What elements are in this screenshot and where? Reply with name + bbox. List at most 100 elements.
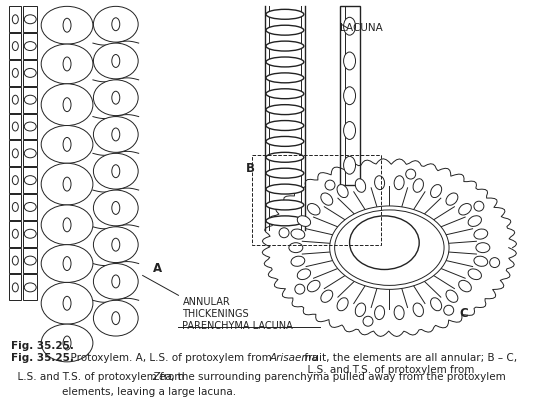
Ellipse shape <box>266 9 304 19</box>
Ellipse shape <box>41 205 93 245</box>
Ellipse shape <box>394 176 404 190</box>
Ellipse shape <box>344 52 356 70</box>
Ellipse shape <box>112 312 120 325</box>
Ellipse shape <box>63 18 71 32</box>
Ellipse shape <box>266 136 304 146</box>
Ellipse shape <box>431 185 442 198</box>
Ellipse shape <box>41 44 93 84</box>
Text: elements, leaving a large lacuna.: elements, leaving a large lacuna. <box>62 387 236 397</box>
Ellipse shape <box>446 193 458 205</box>
Ellipse shape <box>25 122 36 131</box>
Circle shape <box>474 201 484 211</box>
Ellipse shape <box>344 87 356 105</box>
Ellipse shape <box>266 25 304 35</box>
Ellipse shape <box>413 303 423 316</box>
Bar <box>10 275 21 300</box>
Ellipse shape <box>474 256 488 266</box>
Ellipse shape <box>476 243 490 253</box>
Ellipse shape <box>25 15 36 24</box>
Bar <box>23 87 37 113</box>
Ellipse shape <box>12 176 18 185</box>
Ellipse shape <box>459 203 471 215</box>
Ellipse shape <box>12 283 18 292</box>
Bar <box>10 248 21 273</box>
Ellipse shape <box>446 290 458 302</box>
Ellipse shape <box>468 216 481 226</box>
Ellipse shape <box>112 201 120 214</box>
Ellipse shape <box>468 269 481 280</box>
Ellipse shape <box>344 17 356 35</box>
Ellipse shape <box>93 153 138 189</box>
Ellipse shape <box>12 95 18 104</box>
Ellipse shape <box>25 95 36 104</box>
Ellipse shape <box>266 57 304 67</box>
Ellipse shape <box>93 80 138 116</box>
Ellipse shape <box>266 168 304 178</box>
Ellipse shape <box>112 55 120 67</box>
Text: C: C <box>459 307 468 320</box>
Bar <box>23 248 37 273</box>
Circle shape <box>295 284 305 294</box>
Ellipse shape <box>12 229 18 238</box>
Ellipse shape <box>266 89 304 99</box>
Ellipse shape <box>93 300 138 336</box>
Bar <box>340 6 360 185</box>
Ellipse shape <box>308 280 320 292</box>
Bar <box>23 221 37 247</box>
Ellipse shape <box>394 306 404 320</box>
Ellipse shape <box>93 43 138 79</box>
Ellipse shape <box>266 152 304 162</box>
Bar <box>10 87 21 113</box>
Ellipse shape <box>266 200 304 210</box>
Text: , the surrounding parenchyma pulled away from the protoxylem: , the surrounding parenchyma pulled away… <box>171 372 505 382</box>
Ellipse shape <box>25 68 36 77</box>
Ellipse shape <box>112 238 120 251</box>
Ellipse shape <box>375 176 385 190</box>
Ellipse shape <box>25 202 36 211</box>
Ellipse shape <box>63 257 71 271</box>
Bar <box>10 194 21 220</box>
Ellipse shape <box>41 6 93 44</box>
Text: L.S. and T.S. of protoxylem from: L.S. and T.S. of protoxylem from <box>11 372 187 382</box>
Ellipse shape <box>308 203 320 215</box>
Bar <box>10 167 21 193</box>
Ellipse shape <box>266 120 304 130</box>
Ellipse shape <box>350 216 419 269</box>
Circle shape <box>490 258 499 268</box>
Ellipse shape <box>266 73 304 83</box>
Ellipse shape <box>112 275 120 288</box>
Text: B: B <box>246 162 255 175</box>
Ellipse shape <box>344 156 356 174</box>
Text: ANNULAR
THICKENINGS: ANNULAR THICKENINGS <box>182 297 249 319</box>
Ellipse shape <box>266 105 304 115</box>
Circle shape <box>325 180 335 190</box>
Ellipse shape <box>25 41 36 51</box>
Ellipse shape <box>41 324 93 362</box>
Circle shape <box>279 228 289 238</box>
Bar <box>10 60 21 86</box>
Text: Zea: Zea <box>152 372 172 382</box>
Bar <box>10 114 21 139</box>
Circle shape <box>406 169 416 179</box>
Text: Fig. 35.25.: Fig. 35.25. <box>11 353 74 363</box>
Ellipse shape <box>337 185 348 198</box>
Bar <box>10 140 21 166</box>
Ellipse shape <box>375 306 385 320</box>
Bar <box>23 140 37 166</box>
Ellipse shape <box>321 290 333 302</box>
Ellipse shape <box>112 165 120 178</box>
Text: Arisaema: Arisaema <box>269 353 318 363</box>
Ellipse shape <box>330 206 449 289</box>
Bar <box>23 114 37 139</box>
Ellipse shape <box>356 303 366 316</box>
Ellipse shape <box>63 177 71 191</box>
Ellipse shape <box>431 298 442 311</box>
Bar <box>23 275 37 300</box>
Bar <box>10 33 21 59</box>
Ellipse shape <box>112 18 120 31</box>
Ellipse shape <box>289 243 303 253</box>
Ellipse shape <box>93 190 138 226</box>
Ellipse shape <box>41 282 93 324</box>
Ellipse shape <box>41 126 93 163</box>
Text: fruit, the elements are all annular; B – C,
  L.S. and T.S. of protoxylem from: fruit, the elements are all annular; B –… <box>301 353 517 375</box>
